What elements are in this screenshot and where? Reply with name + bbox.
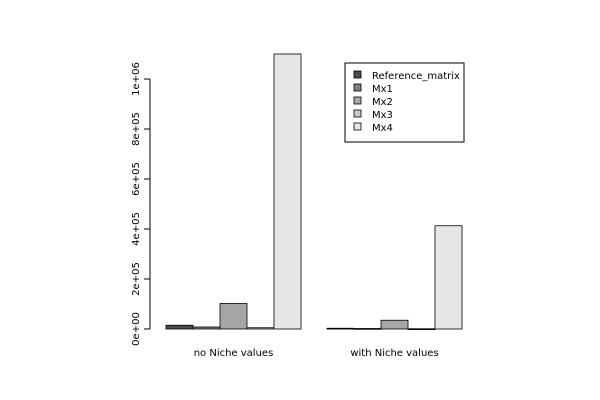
x-category-label: with Niche values xyxy=(350,348,438,359)
legend-label: Reference_matrix xyxy=(372,71,460,82)
legend-swatch xyxy=(353,83,362,92)
legend: Reference_matrix Mx1 Mx2 Mx3 Mx4 xyxy=(344,62,465,143)
legend-label: Mx3 xyxy=(372,110,393,121)
legend-swatch xyxy=(353,70,362,79)
legend-label: Mx1 xyxy=(372,84,393,95)
bar-mx2-1 xyxy=(219,303,248,330)
legend-swatch xyxy=(353,122,362,131)
bars xyxy=(165,53,463,330)
bar-mx1-2 xyxy=(353,328,382,330)
y-tick-label: 1e+06 xyxy=(131,62,142,96)
bar-mx2-2 xyxy=(380,319,409,330)
bar-reference-matrix-1 xyxy=(165,324,194,330)
y-axis: 0e+00 2e+05 4e+05 6e+05 8e+05 1e+06 xyxy=(131,62,151,346)
bar-mx3-1 xyxy=(246,327,275,330)
y-tick-label: 6e+05 xyxy=(131,162,142,196)
y-tick-label: 0e+00 xyxy=(131,312,142,346)
bar-reference-matrix-2 xyxy=(326,327,355,330)
legend-box xyxy=(344,62,465,143)
legend-label: Mx2 xyxy=(372,97,393,108)
y-tick-label: 8e+05 xyxy=(131,112,142,146)
bar-mx4-2 xyxy=(434,225,463,330)
legend-swatch xyxy=(353,109,362,118)
y-tick-label: 4e+05 xyxy=(131,212,142,246)
legend-swatch xyxy=(353,96,362,105)
x-axis-labels: no Niche values with Niche values xyxy=(194,348,439,359)
bar-mx3-2 xyxy=(407,328,436,330)
bar-mx1-1 xyxy=(192,326,221,330)
x-category-label: no Niche values xyxy=(194,348,274,359)
bar-mx4-1 xyxy=(273,53,302,330)
y-tick-label: 2e+05 xyxy=(131,262,142,296)
legend-label: Mx4 xyxy=(372,123,393,134)
